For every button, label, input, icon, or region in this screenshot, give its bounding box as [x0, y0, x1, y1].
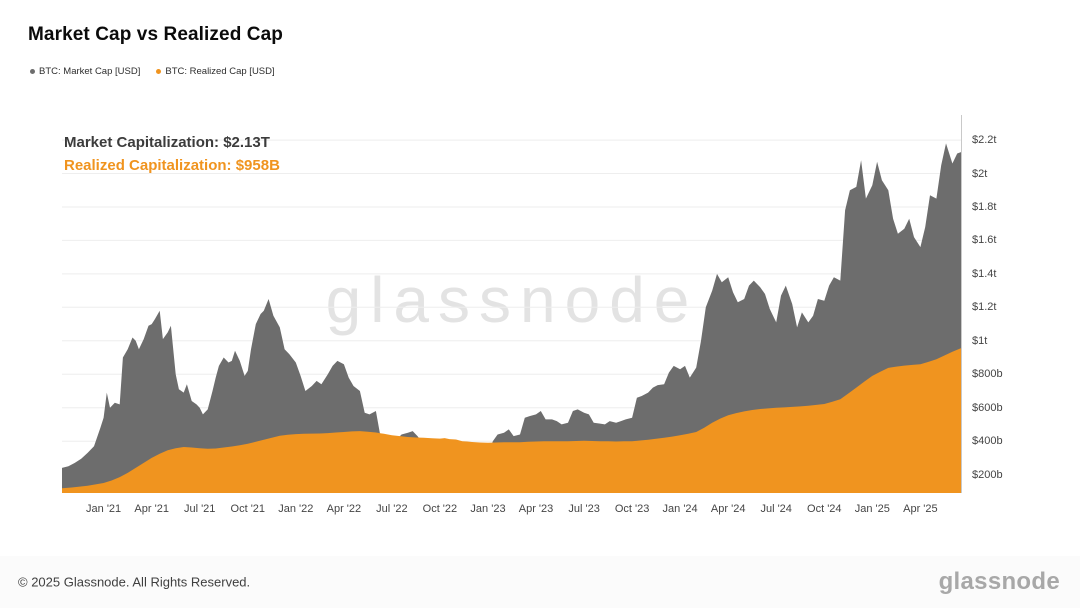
realized-cap-area[interactable] — [62, 347, 962, 493]
x-axis-label: Oct '23 — [614, 503, 650, 515]
y-axis-label: $1.4t — [972, 267, 997, 280]
x-axis-label: Jul '22 — [376, 503, 408, 515]
x-axis-label: Oct '22 — [422, 503, 458, 515]
x-axis-label: Apr '25 — [903, 503, 938, 515]
page-title: Market Cap vs Realized Cap — [28, 24, 283, 45]
x-axis-label: Jan '22 — [278, 503, 314, 515]
y-axis: $200b $400b $600b $800b $1t $1.2t $1.4t $1.6t $1… — [972, 115, 1072, 493]
footer: © 2025 Glassnode. All Rights Reserved. g… — [0, 556, 1080, 608]
area-chart[interactable] — [62, 115, 962, 493]
x-axis-label: Jan '23 — [470, 503, 506, 515]
y-axis-label: $600b — [972, 401, 1003, 414]
x-axis-label: Apr '21 — [134, 503, 169, 515]
x-axis-label: Jul '24 — [760, 503, 792, 515]
x-axis-label: Apr '24 — [710, 503, 746, 515]
market-cap-readout: Market Capitalization: $2.13T — [64, 134, 270, 151]
chart-plot-area[interactable]: glassnode Market Capitalization: $2.13T … — [62, 115, 962, 493]
x-axis-label: Apr '23 — [518, 503, 554, 515]
realized-cap-dot-icon — [156, 69, 162, 74]
glassnode-logo: glassnode — [938, 568, 1060, 595]
x-axis-label: Jul '23 — [568, 503, 600, 515]
legend-label-market-cap: BTC: Market Cap [USD] — [39, 66, 141, 77]
x-axis-label: Apr '22 — [326, 503, 362, 515]
y-axis-label: $200b — [972, 468, 1003, 481]
footer-copyright: © 2025 Glassnode. All Rights Reserved. — [18, 574, 251, 590]
y-axis-label: $1.2t — [972, 301, 997, 314]
x-axis: Jan '21 Apr '21 Jul '21 Oct '21 Jan '22 Apr '… — [62, 503, 962, 519]
legend-item-realized-cap[interactable]: BTC: Realized Cap [USD] — [156, 66, 275, 77]
realized-cap-readout: Realized Capitalization: $958B — [64, 157, 280, 174]
market-cap-dot-icon — [30, 69, 35, 74]
x-axis-label: Oct '24 — [807, 503, 842, 515]
x-axis-label: Jan '24 — [662, 503, 698, 515]
x-axis-label: Jan '21 — [86, 503, 122, 515]
chart-readout: Market Capitalization: $2.13T Realized C… — [64, 131, 280, 177]
x-axis-label: Jan '25 — [854, 503, 890, 515]
y-axis-label: $2t — [972, 167, 988, 180]
y-axis-label: $1.8t — [972, 201, 997, 213]
y-axis-label: $800b — [972, 368, 1003, 381]
x-axis-label: Oct '21 — [230, 503, 266, 515]
market-cap-area[interactable] — [62, 143, 962, 493]
y-axis-label: $1.6t — [972, 234, 997, 247]
legend-item-market-cap[interactable]: BTC: Market Cap [USD] — [30, 66, 140, 77]
legend: BTC: Market Cap [USD] BTC: Realized Cap … — [30, 66, 275, 77]
y-axis-label: $1t — [972, 334, 988, 347]
x-axis-label: Jul '21 — [183, 503, 216, 515]
legend-label-realized-cap: BTC: Realized Cap [USD] — [165, 66, 275, 77]
y-axis-label: $2.2t — [972, 134, 997, 147]
y-axis-label: $400b — [972, 435, 1003, 448]
